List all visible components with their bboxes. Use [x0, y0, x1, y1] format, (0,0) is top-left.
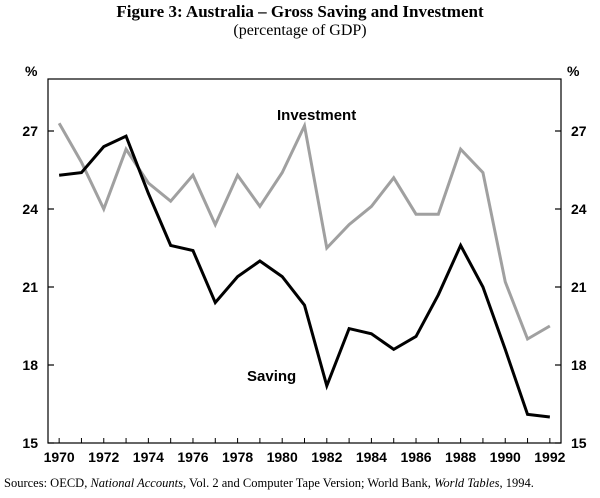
legend-label-investment: Investment [277, 107, 356, 124]
x-tick-label: 1976 [177, 449, 208, 465]
y-tick-label-left: 24 [22, 201, 38, 217]
source-suffix: , 1994. [499, 476, 534, 490]
y-tick-label-right: 18 [571, 357, 587, 373]
x-tick-label: 1982 [311, 449, 342, 465]
series-group [57, 120, 551, 419]
y-tick-label-right: 24 [571, 201, 587, 217]
x-tick-label: 1980 [267, 449, 298, 465]
x-tick-label: 1984 [356, 449, 387, 465]
x-tick-label: 1974 [133, 449, 164, 465]
source-prefix: Sources: OECD, [4, 476, 91, 490]
y-tick-label-left: 27 [22, 123, 38, 139]
source-note: Sources: OECD, National Accounts, Vol. 2… [4, 476, 600, 491]
chart-title: Figure 3: Australia – Gross Saving and I… [116, 2, 484, 21]
x-tick-label: 1990 [490, 449, 521, 465]
chart-subtitle: (percentage of GDP) [233, 22, 367, 39]
y-unit-right: % [567, 63, 580, 79]
x-tick-label: 1978 [222, 449, 253, 465]
y-tick-label-right: 15 [571, 435, 587, 451]
x-tick-label: 1972 [88, 449, 119, 465]
x-tick-label: 1992 [534, 449, 565, 465]
y-tick-label-right: 27 [571, 123, 587, 139]
source-middle: , Vol. 2 and Computer Tape Version; Worl… [182, 476, 435, 490]
y-tick-label-left: 21 [22, 279, 38, 295]
source-publication-1: National Accounts [90, 476, 183, 490]
x-tick-label: 1988 [445, 449, 476, 465]
source-publication-2: World Tables [434, 476, 500, 490]
tick-group: 15 15 18 18 21 21 24 24 27 27 1970 1972 1974 1976 1978… [22, 123, 586, 465]
series-line-saving [58, 134, 551, 419]
y-tick-label-right: 21 [571, 279, 587, 295]
y-tick-label-left: 15 [22, 435, 38, 451]
y-tick-label-left: 18 [22, 357, 38, 373]
x-tick-label: 1970 [44, 449, 75, 465]
legend-label-saving: Saving [247, 368, 296, 385]
x-tick-label: 1986 [400, 449, 431, 465]
y-unit-left: % [25, 63, 38, 79]
